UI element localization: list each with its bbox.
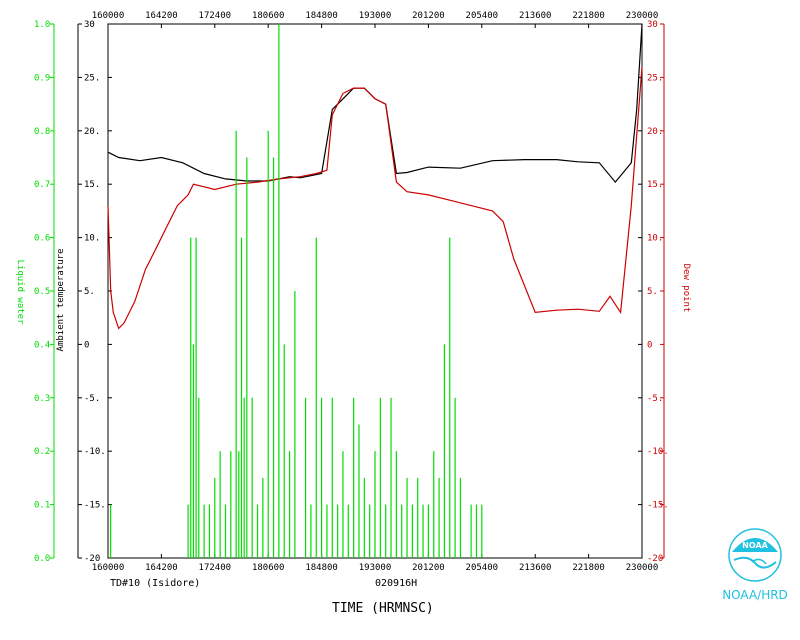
- dew-tick-label: -5.: [647, 394, 663, 404]
- x-axis-label: TIME (HRMNSC): [332, 601, 434, 616]
- noaa-logo-block: NOAA NOAA/HRD: [712, 526, 798, 602]
- lwc-tick-label: 0.2: [34, 447, 50, 457]
- temp-tick-label: 5.: [84, 287, 95, 297]
- dew-tick-label: -10.: [647, 447, 669, 457]
- x-tick-label: 180600: [252, 563, 285, 573]
- x-tick-label-top: 193000: [359, 11, 392, 21]
- lwc-tick-label: 0.5: [34, 287, 50, 297]
- dew-tick-label: 10.: [647, 234, 663, 244]
- x-tick-label-top: 172400: [199, 11, 232, 21]
- dew-tick-label: 30: [647, 20, 658, 30]
- temp-axis-label: Ambient temperature: [56, 249, 66, 352]
- x-tick-label: 221800: [572, 563, 605, 573]
- noaa-logo-icon: NOAA: [728, 528, 782, 582]
- x-tick-label-top: 184800: [305, 11, 338, 21]
- temp-tick-label: 10.: [84, 234, 100, 244]
- lwc-tick-label: 0.0: [34, 554, 50, 564]
- temp-tick-label: 20.: [84, 127, 100, 137]
- x-tick-label: 172400: [199, 563, 232, 573]
- dew-tick-label: -20: [647, 554, 663, 564]
- lwc-tick-label: 0.6: [34, 234, 50, 244]
- lwc-tick-label: 0.7: [34, 180, 50, 190]
- x-tick-label: 213600: [519, 563, 552, 573]
- dew-tick-label: 25.: [647, 73, 663, 83]
- lwc-tick-label: 0.3: [34, 394, 50, 404]
- lwc-tick-label: 0.8: [34, 127, 50, 137]
- x-tick-label: 184800: [305, 563, 338, 573]
- x-tick-label-top: 201200: [412, 11, 445, 21]
- temp-tick-label: -15.: [84, 501, 106, 511]
- dew-point-line: [107, 66, 643, 330]
- temp-tick-label: 15.: [84, 180, 100, 190]
- x-tick-label-top: 205400: [466, 11, 499, 21]
- temp-tick-label: 25.: [84, 73, 100, 83]
- flight-id: TD#10 (Isidore): [110, 578, 200, 589]
- temp-tick-label: 0: [84, 340, 89, 350]
- lwc-tick-label: 0.4: [34, 340, 50, 350]
- temp-tick-label: -10.: [84, 447, 106, 457]
- x-tick-label: 160000: [92, 563, 125, 573]
- dew-tick-label: -15.: [647, 501, 669, 511]
- noaa-org-label: NOAA/HRD: [722, 588, 788, 602]
- temp-tick-label: -5.: [84, 394, 100, 404]
- lwc-axis-label: Liquid water: [15, 259, 25, 325]
- dew-tick-label: 0: [647, 340, 652, 350]
- noaa-logo-text: NOAA: [742, 541, 768, 550]
- x-tick-label-top: 213600: [519, 11, 552, 21]
- temp-tick-label: -20: [84, 554, 100, 564]
- x-tick-label: 164200: [145, 563, 178, 573]
- date-label: 020916H: [375, 578, 417, 589]
- x-tick-label: 193000: [359, 563, 392, 573]
- x-tick-label-top: 160000: [92, 11, 125, 21]
- lwc-tick-label: 0.1: [34, 501, 50, 511]
- x-tick-label: 201200: [412, 563, 445, 573]
- x-tick-label-top: 230000: [626, 11, 659, 21]
- lwc-tick-label: 1.0: [34, 20, 50, 30]
- dew-tick-label: 15.: [647, 180, 663, 190]
- x-tick-label-top: 164200: [145, 11, 178, 21]
- temperature-line: [107, 23, 643, 184]
- temp-tick-label: 30: [84, 20, 95, 30]
- dew-axis-label: Dew point: [681, 264, 691, 313]
- x-tick-label-top: 221800: [572, 11, 605, 21]
- dew-tick-label: 5.: [647, 287, 658, 297]
- x-tick-label-top: 180600: [252, 11, 285, 21]
- x-tick-label: 230000: [626, 563, 659, 573]
- x-tick-label: 205400: [466, 563, 499, 573]
- lwc-tick-label: 0.9: [34, 73, 50, 83]
- dew-tick-label: 20.: [647, 127, 663, 137]
